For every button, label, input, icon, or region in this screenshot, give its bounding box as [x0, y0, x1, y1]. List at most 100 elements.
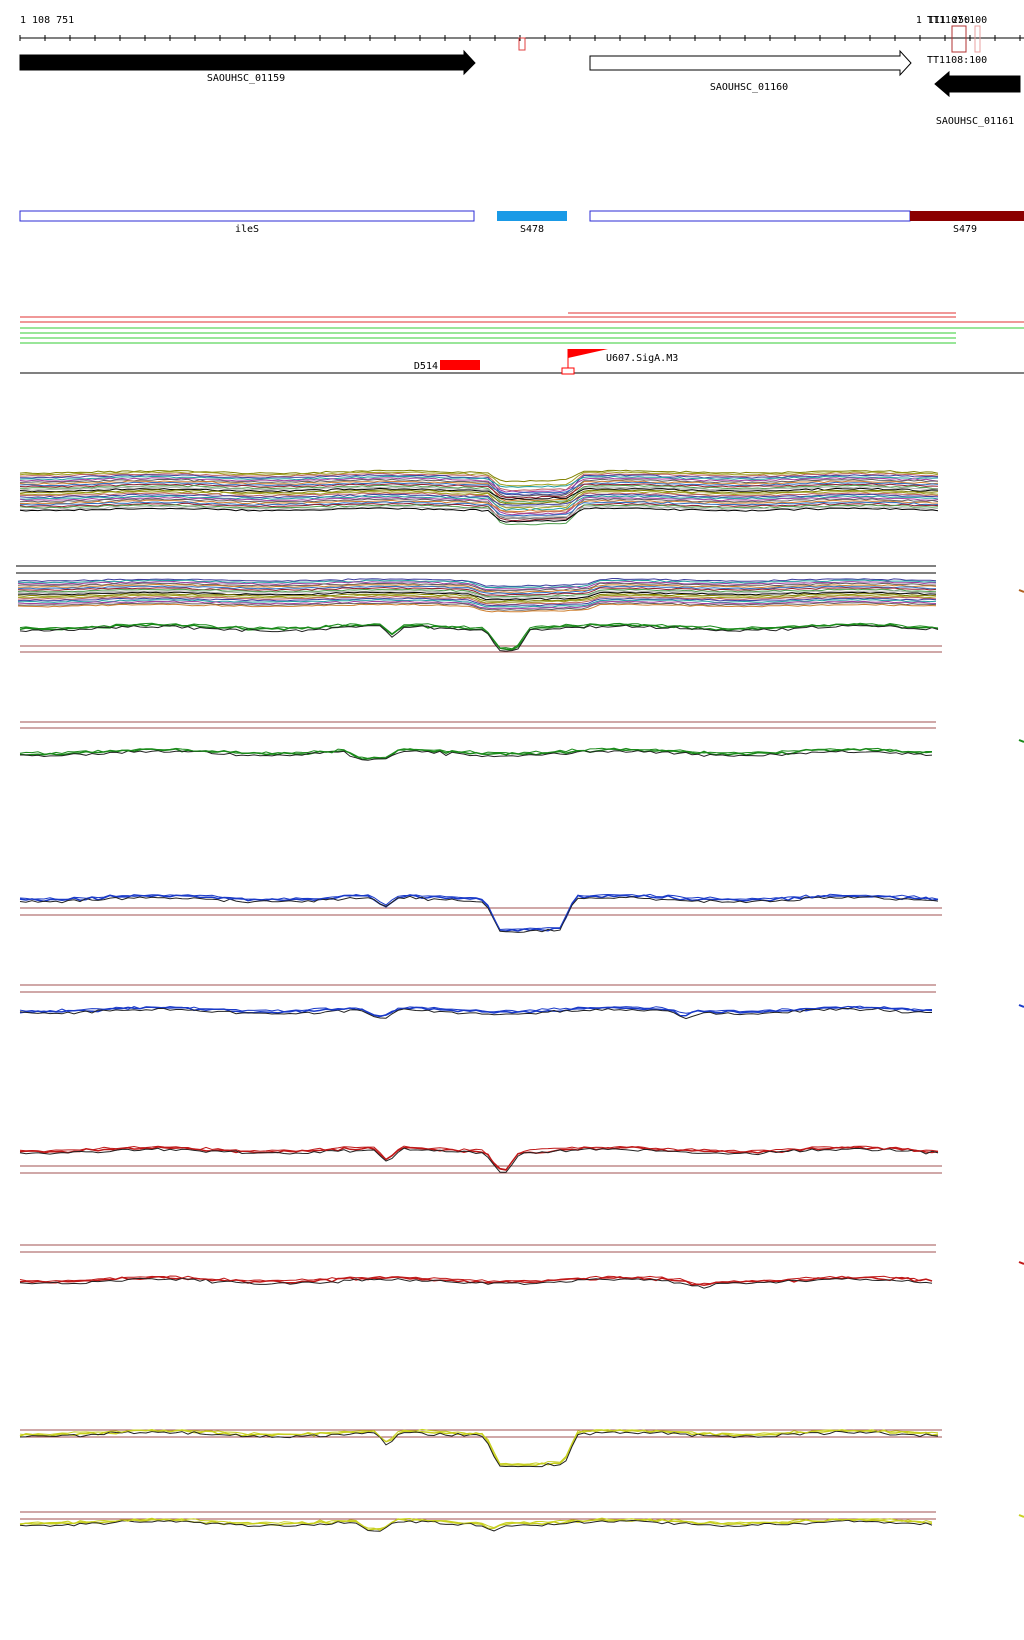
edge-stub	[1018, 589, 1024, 593]
expression-profile-line	[19, 624, 939, 652]
terminator-label-2: TT1108:100	[927, 55, 987, 66]
terminator-marker-1[interactable]	[518, 37, 526, 51]
segment-s479-outline[interactable]	[589, 210, 911, 222]
expression-profile-line	[19, 483, 939, 499]
expression-profile-line	[19, 1277, 933, 1289]
segment-s479[interactable]	[910, 211, 1024, 221]
segment-label-s479: S479	[953, 224, 977, 235]
expression-profile-line	[17, 588, 937, 598]
expression-profile-line	[19, 499, 939, 513]
expression-profile-line	[17, 595, 937, 605]
expression-profile-line	[19, 471, 939, 487]
segment-iles[interactable]	[19, 210, 475, 222]
expression-profile-line	[19, 1517, 933, 1531]
expression-profile-line	[17, 600, 937, 610]
expression-profile-line	[19, 472, 939, 492]
expression-profile-line	[19, 623, 939, 651]
gene-label-saouhsc-01159: SAOUHSC_01159	[207, 73, 285, 84]
terminator-marker-2[interactable]	[951, 25, 967, 53]
expression-profile-line	[19, 1276, 933, 1286]
terminator-label-1: TT1107:100	[927, 15, 987, 26]
expression-profile-line	[19, 1430, 939, 1468]
edge-stub	[1018, 1514, 1024, 1518]
expression-profile-line	[19, 505, 939, 519]
coverage-line-track: D514 U607.SigA.M3	[20, 312, 1024, 375]
expression-profile-line	[19, 504, 939, 526]
expression-profile-line	[19, 481, 939, 495]
expression-profile-line	[19, 1005, 933, 1017]
expression-profile-line	[17, 583, 937, 593]
expression-profile-line	[17, 589, 936, 600]
ruler-ticks	[19, 35, 1021, 41]
expression-profile-line	[19, 469, 939, 483]
segment-label-iles: ileS	[235, 224, 259, 235]
expression-profiles	[16, 469, 1024, 1532]
expression-profile-line	[19, 894, 939, 932]
expression-profile-line	[19, 492, 939, 514]
expression-profile-line	[19, 480, 939, 502]
expression-profile-line	[19, 893, 939, 931]
expression-profile-line	[17, 585, 936, 595]
edge-stub	[1018, 1004, 1024, 1008]
expression-profile-line	[19, 484, 939, 504]
feature-label-d514: D514	[414, 361, 438, 372]
expression-profile-line	[19, 487, 939, 500]
expression-profile-line	[17, 593, 937, 602]
expression-profile-line	[20, 501, 939, 517]
expression-profile-line	[19, 1146, 939, 1171]
expression-profile-line	[17, 582, 937, 592]
expression-profile-line	[17, 603, 937, 613]
expression-profile-line	[19, 478, 939, 498]
expression-profile-line	[19, 622, 939, 650]
expression-profile-line	[19, 486, 939, 508]
expression-profile-line	[19, 475, 939, 488]
segment-s478[interactable]	[497, 211, 567, 221]
gene-arrow-saouhsc-01159[interactable]	[19, 49, 476, 76]
expression-profile-line	[19, 1519, 933, 1532]
coordinate-ruler: 1 108 751 1 111 250 TT1107:100 TT1108:10…	[19, 15, 1024, 66]
expression-profile-line	[17, 580, 937, 591]
expression-profile-line	[19, 489, 939, 505]
expression-profile-line	[17, 598, 937, 608]
expression-profile-line	[19, 507, 939, 523]
feature-label-u607: U607.SigA.M3	[606, 353, 678, 364]
expression-profile-line	[19, 895, 939, 933]
expression-profile-line	[19, 498, 939, 520]
segment-track: ileS S478 S479	[19, 210, 1024, 235]
expression-profile-line	[17, 578, 937, 587]
expression-profile-line	[19, 477, 939, 493]
edge-stub	[1018, 1261, 1024, 1265]
expression-profile-line	[19, 1145, 939, 1171]
segment-label-s478: S478	[520, 224, 544, 235]
ruler-end-label: 1 111 250	[916, 15, 970, 26]
expression-profile-line	[17, 579, 937, 589]
expression-profile-line	[17, 594, 937, 604]
gene-label-saouhsc-01160: SAOUHSC_01160	[710, 82, 788, 93]
expression-profile-line	[17, 591, 937, 601]
edge-stub	[1018, 739, 1024, 743]
terminator-marker-3[interactable]	[974, 25, 981, 53]
expression-profile-line	[19, 1428, 939, 1465]
expression-profile-line	[17, 597, 937, 607]
expression-profile-line	[20, 750, 933, 761]
expression-profile-line	[19, 1275, 933, 1286]
gene-label-saouhsc-01161: SAOUHSC_01161	[936, 116, 1014, 127]
feature-box-u607[interactable]	[561, 367, 575, 375]
gene-arrow-saouhsc-01160[interactable]	[589, 49, 912, 77]
expression-profile-line	[19, 1006, 933, 1018]
feature-flag-u607[interactable]	[568, 349, 608, 358]
expression-profile-line	[19, 490, 939, 510]
expression-profile-line	[19, 1147, 939, 1173]
expression-profile-line	[19, 493, 939, 506]
expression-profile-line	[19, 496, 939, 516]
feature-d514[interactable]	[440, 360, 480, 370]
expression-profile-line	[19, 747, 933, 759]
gene-track: SAOUHSC_01159 SAOUHSC_01160 SAOUHSC_0116…	[19, 49, 1021, 127]
expression-profile-line	[17, 602, 937, 611]
expression-profile-line	[19, 1007, 932, 1020]
gene-arrow-saouhsc-01161[interactable]	[934, 70, 1021, 98]
ruler-start-label: 1 108 751	[20, 15, 74, 26]
expression-profile-line	[17, 586, 937, 596]
